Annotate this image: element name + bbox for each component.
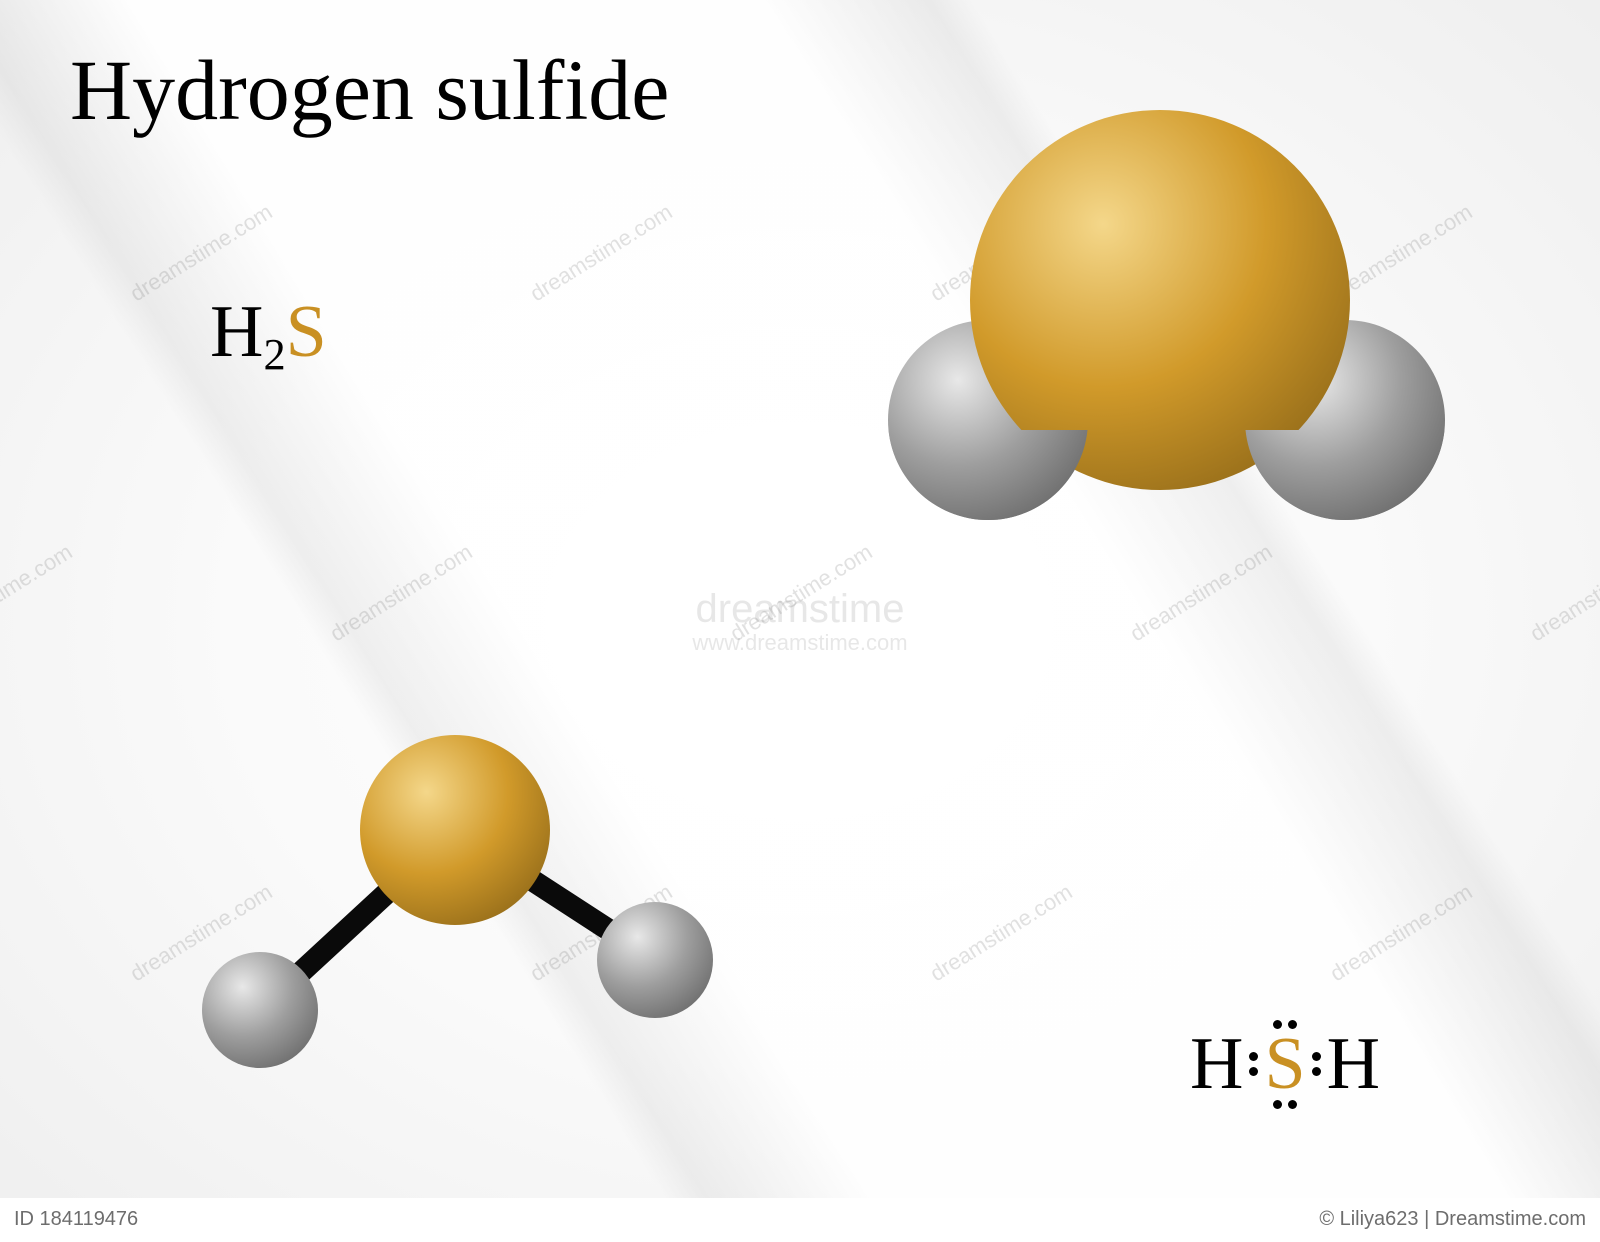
- watermark-text: dreamstime.com: [1125, 539, 1277, 647]
- watermark-center: dreamstime www.dreamstime.com: [692, 587, 907, 655]
- dot-icon: [1273, 1100, 1282, 1109]
- molecular-formula: H2S: [210, 290, 327, 375]
- dot-icon: [1288, 1100, 1297, 1109]
- dot-icon: [1312, 1067, 1321, 1076]
- lewis-bond-dots-right: [1312, 1052, 1321, 1076]
- credit-label: © Liliya623 | Dreamstime.com: [1319, 1208, 1586, 1232]
- hydrogen-atom-sphere: [597, 902, 713, 1018]
- watermark-text: dreamstime.com: [725, 539, 877, 647]
- attribution-bar: ID 184119476 © Liliya623 | Dreamstime.co…: [0, 1198, 1600, 1242]
- dot-icon: [1249, 1052, 1258, 1061]
- lewis-s: S: [1264, 1031, 1305, 1098]
- lewis-bond-dots-left: [1249, 1052, 1258, 1076]
- lewis-structure: H S H: [1190, 1020, 1380, 1109]
- watermark-text: dreamstime.com: [525, 199, 677, 307]
- dot-icon: [1312, 1052, 1321, 1061]
- image-id-label: ID 184119476: [14, 1208, 138, 1232]
- watermark-text: dreamstime.com: [325, 539, 477, 647]
- lewis-s-stack: S: [1264, 1020, 1305, 1109]
- lewis-lone-pair-bottom: [1273, 1100, 1297, 1109]
- watermark-text: dreamstime.com: [0, 539, 77, 647]
- watermark-center-top: dreamstime: [692, 587, 907, 631]
- hydrogen-atom-sphere: [202, 952, 318, 1068]
- watermark-text: dreamstime.com: [1325, 879, 1477, 987]
- watermark-center-bottom: www.dreamstime.com: [692, 631, 907, 655]
- lewis-h-left: H: [1190, 1022, 1243, 1107]
- compound-title: Hydrogen sulfide: [70, 40, 669, 140]
- watermark-text: dreamstime.com: [1525, 539, 1600, 647]
- dot-icon: [1249, 1067, 1258, 1076]
- diagram-canvas: dreamstime.com dreamstime.com dreamstime.c…: [0, 0, 1600, 1242]
- watermark-text: dreamstime.com: [925, 879, 1077, 987]
- formula-h: H: [210, 291, 263, 373]
- formula-sub2: 2: [263, 329, 285, 379]
- formula-s: S: [286, 291, 327, 373]
- lewis-h-right: H: [1327, 1022, 1380, 1107]
- sulfur-atom-sphere: [360, 735, 550, 925]
